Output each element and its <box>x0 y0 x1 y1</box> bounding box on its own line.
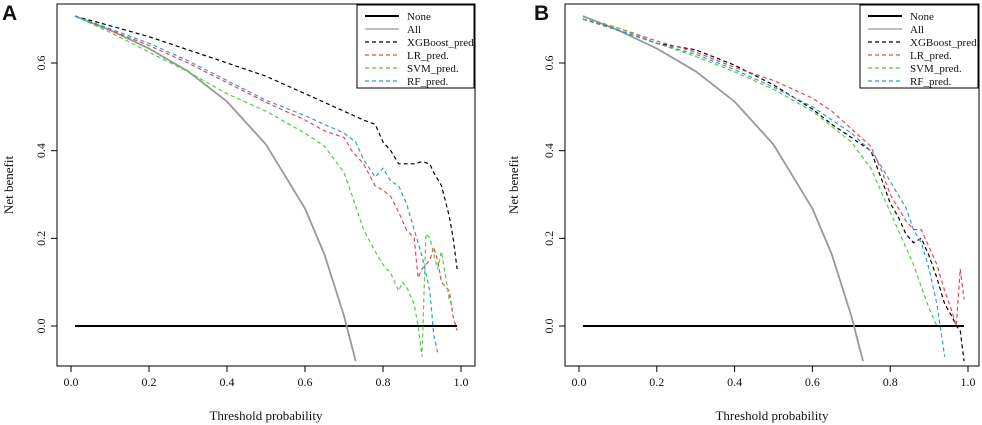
panel-a-legend-label: None <box>407 11 431 23</box>
panel-a-letter: A <box>2 2 17 25</box>
panel-a-legend-box <box>356 4 475 89</box>
panel-b-legend: NoneAllXGBoost_pred.LR_pred.SVM_pred.RF_… <box>859 4 980 89</box>
panel-b-letter: B <box>534 2 549 25</box>
panel-a-legend-label: All <box>407 24 421 36</box>
panel-b-legend-box <box>859 4 979 89</box>
panel-a-series-lr-pred <box>74 15 458 331</box>
panel-b-x-tick-label: 0.8 <box>883 375 898 389</box>
panel-b-x-tick-label: 1.0 <box>961 375 976 389</box>
panel-b-legend-label: LR_pred. <box>910 50 952 62</box>
panel-b-x-tick-label: 0.6 <box>805 375 820 389</box>
panel-b: B 0.0 0.2 0.4 0.6 0.8 1.0 0.0 0.2 0.4 0.6 Thresh… <box>506 2 980 423</box>
panel-b-legend-label: None <box>910 11 934 23</box>
panel-a-series-rf-pred <box>74 15 439 353</box>
panel-b-legend-label: XGBoost_pred. <box>910 37 980 49</box>
panel-a-y-tick-label: 0.6 <box>34 56 48 71</box>
panel-b-series <box>582 15 965 362</box>
panel-b-y-axis: 0.0 0.2 0.4 0.6 <box>542 56 565 334</box>
panel-b-legend-label: All <box>910 24 924 36</box>
panel-a-x-tick-label: 0.8 <box>376 375 391 389</box>
panel-b-x-axis-title: Threshold probability <box>715 408 829 423</box>
panel-b-legend-label: SVM_pred. <box>910 63 962 75</box>
panel-a-legend-label: SVM_pred. <box>407 63 459 75</box>
panel-a-series-xgboost-pred <box>74 15 458 270</box>
panel-a-x-tick-label: 1.0 <box>454 375 469 389</box>
panel-b-y-tick-label: 0.4 <box>542 143 556 158</box>
panel-a-legend-label: LR_pred. <box>407 50 449 62</box>
panel-a-y-tick-label: 0.0 <box>34 319 48 334</box>
panel-a-series <box>74 15 458 362</box>
panel-a-legend: NoneAllXGBoost_pred.LR_pred.SVM_pred.RF_… <box>356 4 477 89</box>
panel-b-x-tick-label: 0.2 <box>649 375 664 389</box>
panel-b-y-tick-label: 0.0 <box>542 319 556 334</box>
panel-b-x-tick-label: 0.0 <box>572 375 587 389</box>
panel-b-series-rf-pred <box>582 18 946 357</box>
panel-b-y-axis-title: Net benefit <box>506 156 521 215</box>
panel-a-y-axis-title: Net benefit <box>1 156 16 215</box>
panel-b-x-axis: 0.0 0.2 0.4 0.6 0.8 1.0 <box>572 365 976 389</box>
panel-a-legend-label: XGBoost_pred. <box>407 37 477 49</box>
panel-a-y-tick-label: 0.2 <box>34 231 48 246</box>
panel-b-y-tick-label: 0.6 <box>542 56 556 71</box>
panel-a-x-tick-label: 0.2 <box>142 375 157 389</box>
panel-a-series-all <box>74 15 357 362</box>
panel-a-x-tick-label: 0.0 <box>64 375 79 389</box>
panel-b-series-svm-pred <box>582 16 938 327</box>
panel-b-series-xgboost-pred <box>582 18 965 362</box>
panel-a-x-axis: 0.0 0.2 0.4 0.6 0.8 1.0 <box>64 365 469 389</box>
panel-a-series-svm-pred <box>74 15 454 357</box>
panel-a-y-tick-label: 0.4 <box>34 143 48 158</box>
panel-a: A 0.0 0.2 0.4 0.6 0.8 1.0 0.0 0.2 0.4 0.6 Thresh… <box>1 2 477 423</box>
panel-b-y-tick-label: 0.2 <box>542 231 556 246</box>
panel-a-x-tick-label: 0.4 <box>220 375 235 389</box>
panel-a-x-tick-label: 0.6 <box>298 375 313 389</box>
panel-a-legend-label: RF_pred. <box>407 76 449 88</box>
panel-b-series-lr-pred <box>582 18 965 327</box>
panel-b-legend-label: RF_pred. <box>910 76 952 88</box>
panel-a-y-axis: 0.0 0.2 0.4 0.6 <box>34 56 57 334</box>
panel-b-series-all <box>582 15 864 362</box>
panel-b-x-tick-label: 0.4 <box>727 375 742 389</box>
panel-a-x-axis-title: Threshold probability <box>209 408 323 423</box>
